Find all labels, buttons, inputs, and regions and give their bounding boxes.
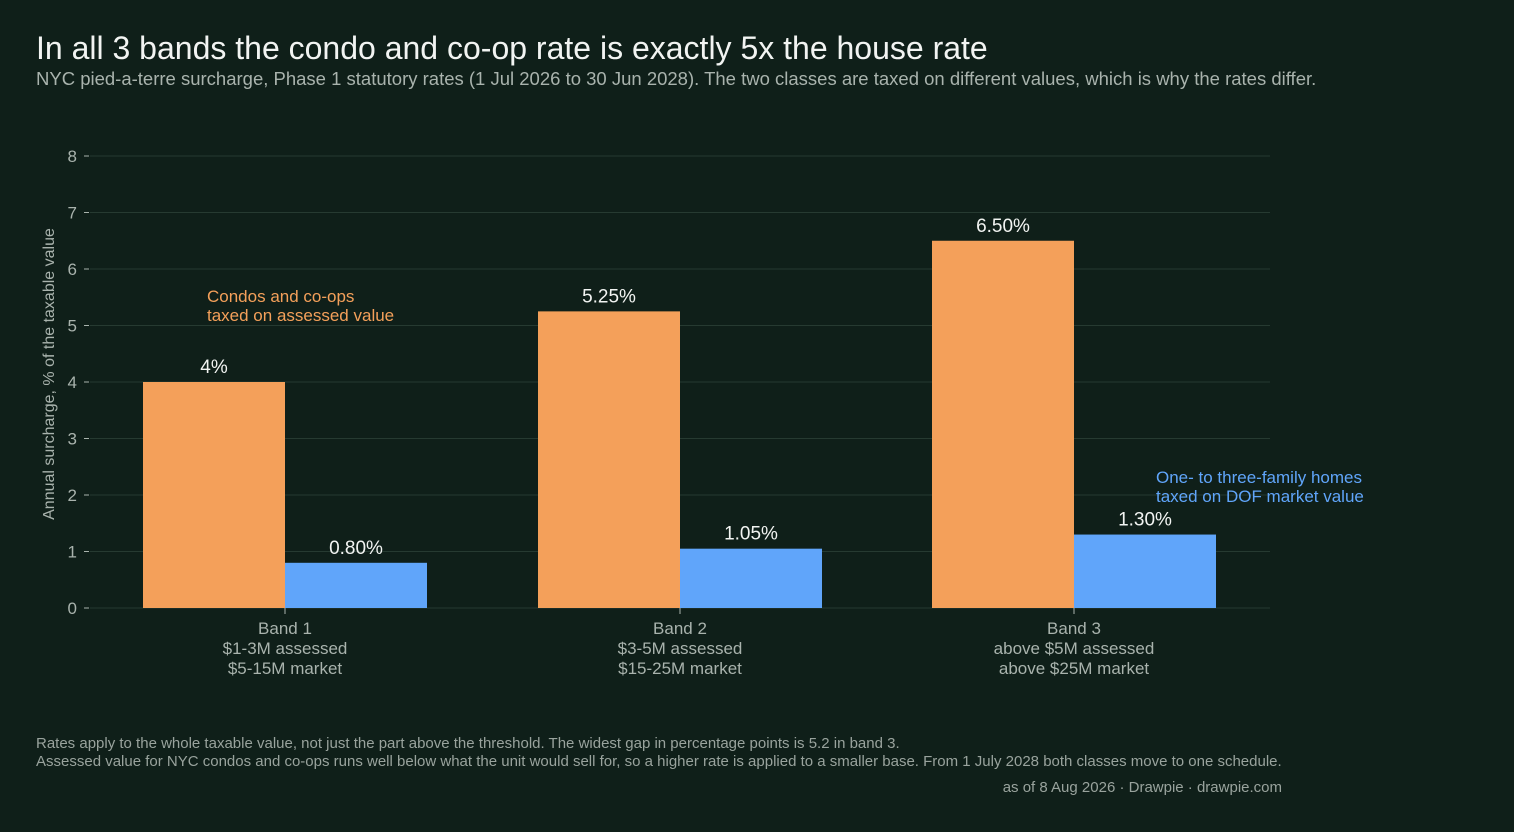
y-tick-label: 4 — [68, 373, 77, 392]
bar-series-2-band-2 — [680, 548, 822, 608]
bar-series-1-band-3 — [932, 240, 1074, 608]
bar-series-1-band-2 — [538, 311, 680, 608]
series-annotation: taxed on DOF market value — [1156, 487, 1364, 506]
bar-series-1-band-1 — [143, 382, 285, 608]
data-labels: 4% 5.25% 6.50% 0.80% 1.05% 1.30% — [200, 216, 1172, 559]
y-tick-label: 1 — [68, 543, 77, 562]
y-tick-label: 5 — [68, 317, 77, 336]
y-tick-label: 2 — [68, 486, 77, 505]
series-annotation: Condos and co-ops — [207, 287, 354, 306]
bar-value-label: 4% — [200, 357, 228, 378]
x-tick-label: Band 1 — [258, 619, 312, 638]
bar-series-2-band-3 — [1074, 534, 1216, 608]
bar-value-label: 5.25% — [582, 286, 636, 307]
source-credit: as of 8 Aug 2026 · Drawpie · drawpie.com — [1002, 779, 1282, 796]
bar-series-2-band-1 — [285, 562, 427, 608]
y-tick-label: 0 — [68, 599, 77, 618]
y-tick-label: 7 — [68, 204, 77, 223]
bar-value-label: 0.80% — [329, 538, 383, 559]
y-axis-label: Annual surcharge, % of the taxable value — [41, 228, 58, 520]
series-annotation: taxed on assessed value — [207, 306, 394, 325]
x-tick-label: $5-15M market — [228, 659, 343, 678]
x-tick-label: above $5M assessed — [994, 639, 1155, 658]
x-tick-label: $1-3M assessed — [223, 639, 348, 658]
y-tick-label: 8 — [68, 147, 77, 166]
chart-subtitle: NYC pied-a-terre surcharge, Phase 1 stat… — [36, 68, 1317, 89]
chart-title: In all 3 bands the condo and co-op rate … — [36, 30, 988, 66]
bar-value-label: 1.30% — [1118, 510, 1172, 531]
x-tick-label: $15-25M market — [618, 659, 742, 678]
y-tick-label: 6 — [68, 260, 77, 279]
x-tick-label: Band 3 — [1047, 619, 1101, 638]
bars — [143, 240, 1216, 608]
x-tick-label: Band 2 — [653, 619, 707, 638]
bar-value-label: 6.50% — [976, 216, 1030, 237]
x-tick-label: $3-5M assessed — [618, 639, 743, 658]
y-axis: 0 1 2 3 4 5 6 7 8 — [68, 147, 89, 618]
footnote-1: Rates apply to the whole taxable value, … — [36, 735, 900, 752]
x-tick-label: above $25M market — [999, 659, 1150, 678]
footnote-2: Assessed value for NYC condos and co-ops… — [36, 753, 1282, 770]
y-tick-label: 3 — [68, 430, 77, 449]
bar-value-label: 1.05% — [724, 524, 778, 545]
series-annotation: One- to three-family homes — [1156, 468, 1362, 487]
